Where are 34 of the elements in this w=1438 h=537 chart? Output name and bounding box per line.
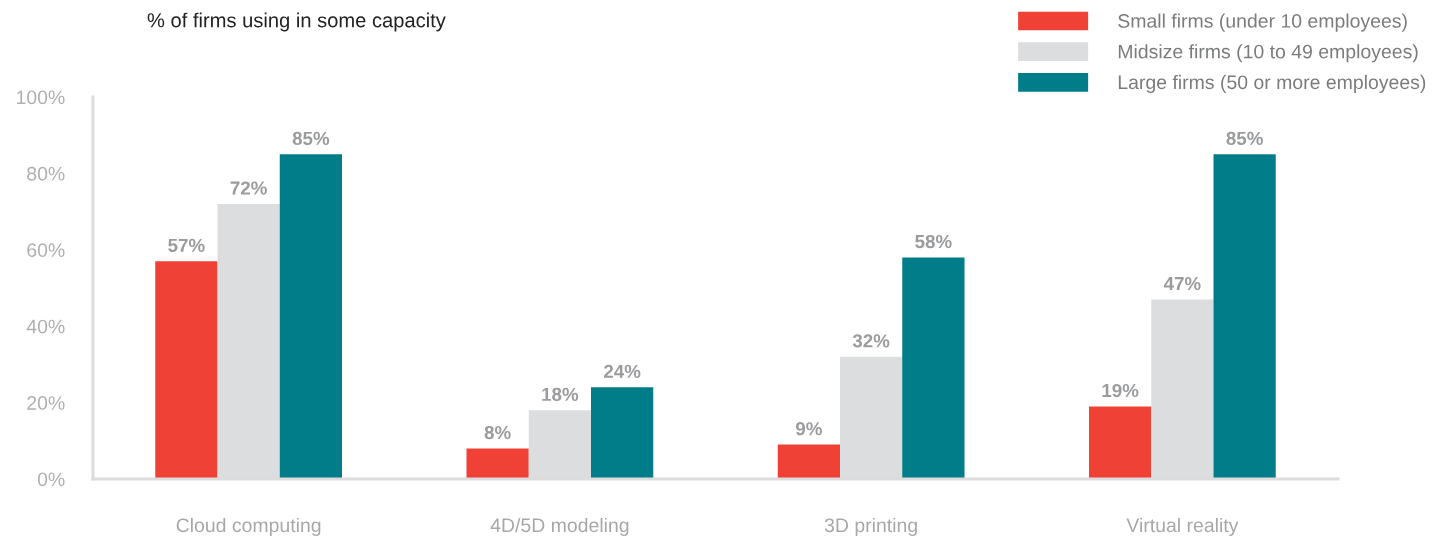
data-label: 32%	[852, 334, 890, 348]
x-tick-label: 4D/5D modeling	[490, 517, 629, 537]
data-label: 18%	[542, 387, 579, 401]
bar	[155, 261, 218, 479]
x-tick-label: Virtual reality	[1126, 517, 1239, 537]
data-label: 57%	[168, 238, 205, 252]
data-label: 24%	[604, 364, 641, 379]
data-label: 8%	[484, 425, 511, 440]
y-tick-label: 100%	[16, 90, 65, 105]
data-label: 85%	[292, 131, 330, 146]
data-label: 47%	[1163, 276, 1201, 291]
data-label: 9%	[795, 422, 822, 436]
legend-label: Small firms (under 10 employees)	[1118, 13, 1407, 32]
x-tick-label: 3D printing	[824, 517, 917, 537]
bar	[1213, 154, 1276, 479]
y-tick-label: 40%	[26, 319, 65, 334]
data-label: 19%	[1102, 383, 1139, 398]
bar	[777, 444, 840, 479]
bar	[902, 257, 965, 479]
y-tick-label: 80%	[27, 166, 65, 181]
data-label: 58%	[915, 234, 952, 249]
y-tick-label: 0%	[37, 472, 65, 487]
legend-label: Midsize firms (10 to 49 employees)	[1118, 44, 1418, 63]
y-tick-label: 20%	[27, 396, 65, 410]
data-label: 85%	[1226, 131, 1263, 146]
x-tick-label: Cloud computing	[176, 517, 321, 537]
data-label: 72%	[230, 181, 267, 195]
bar	[466, 448, 529, 479]
legend-label: Large firms (50 or more employees)	[1118, 74, 1426, 93]
bar	[279, 154, 342, 479]
y-tick-label: 60%	[27, 243, 65, 258]
bar	[591, 387, 654, 479]
chart-subtitle: % of firms using in some capacity	[147, 12, 446, 32]
bar	[1089, 406, 1152, 479]
